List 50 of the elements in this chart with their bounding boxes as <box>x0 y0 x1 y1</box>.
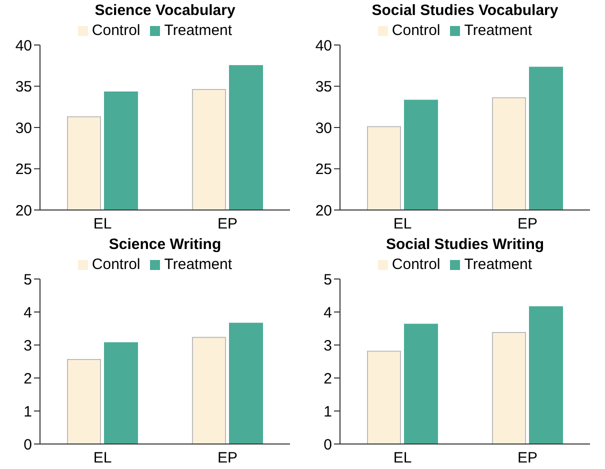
y-tick-label: 1 <box>324 403 332 420</box>
bar <box>104 342 138 444</box>
legend-label: Control <box>392 256 440 273</box>
x-tick-label: EP <box>517 216 538 233</box>
legend-label: Treatment <box>164 256 232 273</box>
legend-label: Treatment <box>464 256 532 273</box>
y-tick-label: 20 <box>315 202 332 220</box>
x-tick-label: EP <box>517 450 538 467</box>
bar <box>492 332 526 444</box>
x-tick-label: EL <box>393 450 412 467</box>
y-tick-label: 4 <box>24 304 32 322</box>
bar <box>192 336 226 444</box>
legend-label: Control <box>392 22 440 39</box>
y-tick-label: 30 <box>15 120 32 137</box>
legend-label: Control <box>92 256 140 273</box>
y-tick-label: 0 <box>24 436 32 454</box>
chart-title: Science Writing <box>108 235 222 255</box>
y-tick-label: 30 <box>315 120 332 137</box>
legend-label: Control <box>92 22 140 39</box>
chart-title: Science Vocabulary <box>94 1 236 21</box>
legend-label: Treatment <box>464 22 532 39</box>
chart-title: Social Studies Vocabulary <box>370 1 560 21</box>
bar <box>229 322 263 444</box>
y-tick-label: 3 <box>24 337 32 354</box>
legend-label: Treatment <box>164 22 232 39</box>
y-tick-label: 25 <box>315 161 332 178</box>
y-tick-label: 5 <box>24 271 32 288</box>
y-tick-label: 25 <box>15 161 32 178</box>
y-tick-label: 2 <box>324 370 332 388</box>
y-tick-label: 0 <box>324 436 332 454</box>
bar <box>404 324 438 444</box>
y-tick-label: 4 <box>324 304 332 322</box>
y-tick-label: 35 <box>315 78 332 96</box>
y-tick-label: 1 <box>24 403 32 420</box>
x-tick-label: EL <box>93 216 112 233</box>
y-tick-label: 35 <box>15 78 32 96</box>
y-tick-label: 40 <box>315 37 332 54</box>
x-tick-label: EL <box>393 216 412 233</box>
x-tick-label: EL <box>93 450 112 467</box>
bar <box>529 306 563 444</box>
bar <box>367 350 401 444</box>
bar <box>67 359 101 444</box>
x-tick-label: EP <box>217 216 238 233</box>
y-tick-label: 20 <box>15 202 32 220</box>
x-tick-label: EP <box>217 450 238 467</box>
y-tick-label: 3 <box>324 337 332 354</box>
y-tick-label: 40 <box>15 37 32 54</box>
chart-title: Social Studies Writing <box>384 235 546 255</box>
y-tick-label: 2 <box>24 370 32 388</box>
y-tick-label: 5 <box>324 271 332 288</box>
